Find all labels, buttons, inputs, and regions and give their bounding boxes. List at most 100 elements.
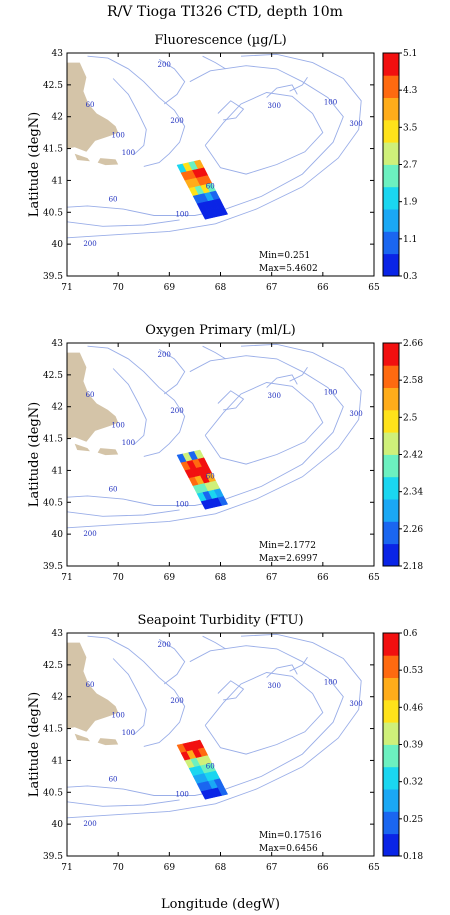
- contour-label: 200: [170, 407, 183, 415]
- contour-label: 200: [158, 61, 171, 69]
- bathymetry-contour: [266, 374, 298, 388]
- bathymetry-contour: [67, 53, 362, 239]
- x-tick-label: 65: [368, 863, 380, 873]
- land-area: [97, 448, 119, 456]
- min-value-label: Min=0.251: [259, 251, 310, 261]
- contour-label: 200: [83, 240, 96, 248]
- y-axis-label: Latitude (degN): [27, 112, 42, 217]
- bathymetry-contour: [112, 368, 147, 446]
- colorbar-segment: [383, 766, 399, 790]
- bathymetry-contour: [204, 382, 324, 465]
- max-value-label: Max=5.4602: [259, 264, 318, 274]
- colorbar-segment: [383, 744, 399, 768]
- colorbar-tick-label: 2.34: [403, 488, 423, 498]
- transect-cell: [217, 496, 229, 506]
- contour-label: 200: [158, 351, 171, 359]
- y-tick-label: 42.5: [43, 371, 63, 381]
- contour-label: 100: [324, 98, 337, 106]
- colorbar-segment: [383, 186, 399, 210]
- contour-label: 100: [111, 712, 124, 720]
- bathymetry-contour: [67, 645, 344, 796]
- contour-label: 100: [324, 388, 337, 396]
- colorbar-tick-label: 2.66: [403, 339, 423, 349]
- y-tick-label: 40.5: [43, 208, 63, 218]
- colorbar-tick-label: 0.39: [403, 741, 423, 751]
- x-tick-label: 70: [112, 573, 124, 583]
- x-tick-label: 70: [112, 283, 124, 293]
- y-tick-label: 41: [52, 756, 63, 766]
- bathymetry-contour: [158, 639, 186, 685]
- x-axis-label: Longitude (degW): [161, 897, 280, 912]
- colorbar-segment: [383, 409, 399, 433]
- contour-label: 300: [349, 700, 362, 708]
- bathymetry-contour: [158, 59, 186, 105]
- contour-label: 300: [268, 682, 281, 690]
- x-tick-label: 67: [266, 283, 278, 293]
- colorbar-segment: [383, 253, 399, 277]
- bathymetry-contour: [87, 345, 186, 457]
- plot-area: 200 100 300 100 300 60 200 100 60 60 100 200: [67, 633, 363, 828]
- colorbar-segment: [383, 209, 399, 232]
- land-area: [67, 352, 119, 442]
- map-panel-1: Fluorescence (µg/L) 200 100 300 100 300 60 200 1…: [27, 33, 418, 293]
- land-area: [74, 153, 90, 162]
- contour-label: 100: [175, 791, 188, 799]
- land-area: [97, 158, 119, 166]
- land-area: [67, 642, 119, 732]
- x-tick-label: 66: [317, 573, 329, 583]
- land-area: [67, 62, 119, 152]
- contour-label: 300: [349, 120, 362, 128]
- colorbar-segment: [383, 343, 399, 366]
- x-tick-label: 69: [164, 863, 176, 873]
- colorbar-segment: [383, 633, 399, 656]
- contour-label: 100: [175, 501, 188, 509]
- colorbar-tick-label: 2.26: [403, 525, 423, 535]
- bathymetry-contour: [266, 84, 298, 98]
- y-tick-label: 42: [52, 403, 63, 413]
- bathymetry-contour: [289, 656, 308, 672]
- colorbar-segment: [383, 811, 399, 835]
- y-tick-label: 43: [52, 629, 64, 639]
- colorbar-tick-label: 2.7: [403, 161, 418, 171]
- panel-title: Oxygen Primary (ml/L): [145, 323, 295, 338]
- x-tick-label: 68: [215, 283, 227, 293]
- colorbar-segment: [383, 231, 399, 255]
- colorbar-tick-label: 0.18: [403, 852, 423, 862]
- y-tick-label: 40: [52, 820, 64, 830]
- contour-label: 300: [268, 102, 281, 110]
- bathymetry-contour: [87, 635, 186, 747]
- y-tick-label: 39.5: [43, 852, 63, 862]
- colorbar-tick-label: 0.32: [403, 778, 423, 788]
- colorbar-segment: [383, 833, 399, 857]
- contour-label: 200: [158, 641, 171, 649]
- colorbar-segment: [383, 655, 399, 678]
- bathymetry-contour: [217, 680, 245, 701]
- colorbar-tick-label: 1.1: [403, 235, 417, 245]
- colorbar-tick-label: 1.9: [403, 198, 418, 208]
- colorbar-segment: [383, 164, 399, 188]
- x-tick-label: 67: [266, 573, 278, 583]
- contour-label: 60: [109, 195, 118, 203]
- bathymetry-contour: [87, 55, 186, 167]
- y-tick-label: 40.5: [43, 788, 63, 798]
- contour-label: 100: [175, 211, 188, 219]
- colorbar-segment: [383, 119, 399, 143]
- transect-cell: [217, 786, 229, 796]
- x-tick-label: 69: [164, 283, 176, 293]
- bathymetry-contour: [202, 345, 226, 360]
- bathymetry-contour: [204, 672, 324, 755]
- plot-area: 200 100 300 100 300 60 200 100 60 60 100 200: [67, 343, 363, 538]
- x-tick-label: 66: [317, 283, 329, 293]
- min-value-label: Min=2.1772: [259, 541, 316, 551]
- y-tick-label: 39.5: [43, 562, 63, 572]
- map-panel-2: Oxygen Primary (ml/L)2001003001003006020…: [27, 323, 423, 583]
- x-tick-label: 65: [368, 283, 380, 293]
- colorbar-segment: [383, 499, 399, 522]
- bathymetry-contour: [266, 664, 298, 678]
- contour-label: 200: [83, 820, 96, 828]
- y-axis-label: Latitude (degN): [27, 402, 42, 507]
- contour-label: 100: [122, 729, 135, 737]
- colorbar-segment: [383, 53, 399, 76]
- colorbar-tick-label: 2.18: [403, 562, 423, 572]
